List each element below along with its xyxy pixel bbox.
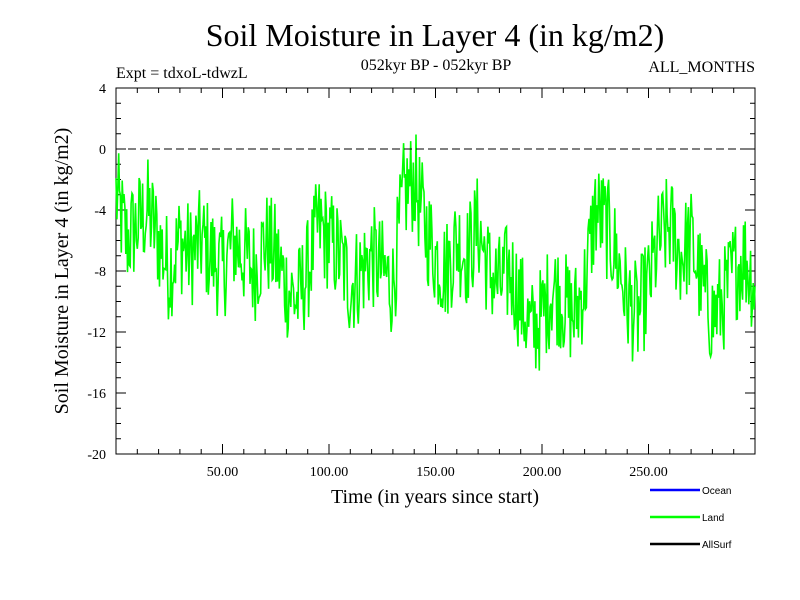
chart-subtitle-center: 052kyr BP - 052kyr BP bbox=[361, 57, 512, 74]
y-tick-labels: 4 0 -4 -8 -12 -16 -20 bbox=[87, 82, 106, 463]
legend-label-land: Land bbox=[702, 513, 724, 524]
x-tick-label: 250.00 bbox=[629, 465, 668, 480]
y-tick-label: -4 bbox=[94, 204, 106, 219]
y-tick-label: -12 bbox=[87, 326, 106, 341]
chart-title: Soil Moisture in Layer 4 (in kg/m2) bbox=[206, 17, 665, 53]
legend: Ocean Land AllSurf bbox=[650, 486, 732, 551]
legend-label-allsurf: AllSurf bbox=[702, 540, 732, 551]
plot-area bbox=[115, 87, 756, 455]
x-axis-label: Time (in years since start) bbox=[331, 486, 539, 508]
x-tick-label: 50.00 bbox=[207, 465, 239, 480]
y-tick-label: -20 bbox=[87, 448, 106, 463]
series-line-land bbox=[115, 134, 756, 371]
y-tick-label: -16 bbox=[87, 387, 106, 402]
x-tick-labels: 50.00 100.00 150.00 200.00 250.00 bbox=[207, 465, 668, 480]
chart-subtitle-right: ALL_MONTHS bbox=[648, 59, 755, 76]
x-tick-label: 100.00 bbox=[310, 465, 349, 480]
y-tick-label: 0 bbox=[99, 143, 106, 158]
series-layer bbox=[115, 134, 756, 371]
minor-ticks bbox=[116, 88, 755, 454]
y-axis-label: Soil Moisture in Layer 4 (in kg/m2) bbox=[51, 128, 73, 415]
y-tick-label: 4 bbox=[99, 82, 106, 97]
x-tick-label: 150.00 bbox=[416, 465, 455, 480]
x-tick-label: 200.00 bbox=[523, 465, 562, 480]
y-tick-label: -8 bbox=[94, 265, 106, 280]
legend-label-ocean: Ocean bbox=[702, 486, 731, 497]
chart-subtitle-left: Expt = tdxoL-tdwzL bbox=[116, 65, 248, 82]
